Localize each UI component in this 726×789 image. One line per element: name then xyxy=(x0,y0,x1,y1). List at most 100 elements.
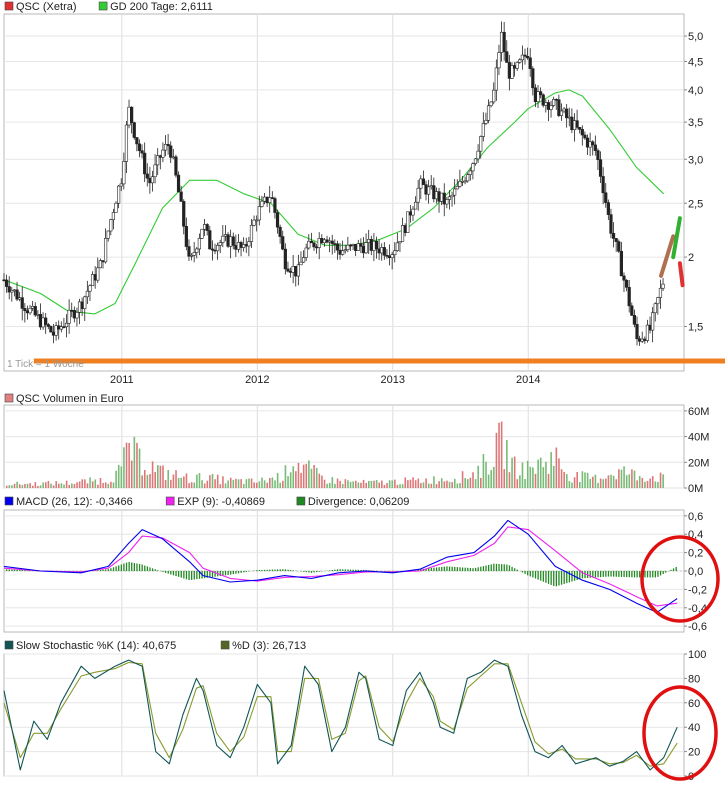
candle-body xyxy=(403,225,407,233)
candle-body xyxy=(453,188,457,196)
legend-label: EXP (9): -0,40869 xyxy=(177,496,265,508)
candle-body xyxy=(244,244,248,247)
candle-body xyxy=(596,150,600,160)
candle-body xyxy=(247,241,251,247)
candle-body xyxy=(314,246,319,249)
candle-body xyxy=(2,279,6,282)
stoch-k-line xyxy=(3,659,678,771)
candle-body xyxy=(549,105,553,110)
y-tick-label: 1,5 xyxy=(688,321,703,333)
candle-body xyxy=(57,325,61,330)
tick-note: 1 Tick = 1 Woche xyxy=(7,359,84,370)
candle-body xyxy=(122,161,126,185)
candle-body xyxy=(98,260,102,269)
candle-body xyxy=(473,158,478,164)
candle-body xyxy=(460,180,465,183)
candle-body xyxy=(252,219,256,226)
candle-body xyxy=(341,250,345,255)
candle-body xyxy=(656,297,660,305)
candle-body xyxy=(176,174,181,193)
candle-body xyxy=(51,331,56,336)
candle-body xyxy=(348,244,353,247)
candle-body xyxy=(304,247,308,258)
candle-body xyxy=(187,246,191,257)
candle-body xyxy=(408,211,412,216)
legend-label: GD 200 Tage: 2,6111 xyxy=(110,1,213,13)
candle-body xyxy=(354,244,358,251)
candle-body xyxy=(96,267,100,281)
candle-body xyxy=(546,102,551,110)
candle-body xyxy=(135,137,139,145)
candle-body xyxy=(200,228,204,239)
candle-body xyxy=(445,199,449,205)
candle-body xyxy=(210,248,214,251)
candle-body xyxy=(351,244,355,246)
y-tick-label: 0,2 xyxy=(688,548,703,560)
candle-body xyxy=(515,62,519,69)
candle-body xyxy=(195,248,199,253)
candle-body xyxy=(622,275,626,281)
candle-body xyxy=(476,150,480,160)
candle-body xyxy=(585,137,590,148)
y-tick-label: 20 xyxy=(688,747,700,759)
candle-body xyxy=(591,141,595,146)
candle-body xyxy=(385,254,389,257)
legend-label: QSC (Xetra) xyxy=(16,1,77,13)
candle-body xyxy=(103,237,108,263)
candle-body xyxy=(557,99,561,116)
candle-body xyxy=(229,236,233,247)
candle-body xyxy=(20,297,24,309)
candle-body xyxy=(283,248,287,270)
candle-body xyxy=(463,180,467,183)
candle-body xyxy=(429,185,433,188)
y-tick-label: 40 xyxy=(688,722,700,734)
candle-body xyxy=(583,134,587,139)
stoch-d-line xyxy=(3,661,678,767)
candle-body xyxy=(413,201,418,210)
y-tick-label: 20M xyxy=(688,457,709,469)
candle-body xyxy=(299,261,303,266)
candle-body xyxy=(393,250,397,255)
y-tick-label: 0M xyxy=(688,483,703,495)
candle-body xyxy=(471,163,475,172)
candle-body xyxy=(421,178,425,185)
y-tick-label: -0,2 xyxy=(688,584,707,596)
candle-body xyxy=(606,202,610,215)
candle-body xyxy=(41,317,45,328)
candle-body xyxy=(294,266,298,277)
candle-body xyxy=(492,89,496,103)
candle-body xyxy=(481,123,485,137)
candle-body xyxy=(312,242,316,248)
candle-body xyxy=(301,257,306,263)
candle-body xyxy=(10,289,14,293)
candle-body xyxy=(466,174,470,182)
candle-body xyxy=(67,309,71,324)
candle-body xyxy=(604,192,608,203)
candle-body xyxy=(80,301,84,310)
y-tick-label: 4,5 xyxy=(688,56,703,68)
candle-body xyxy=(197,238,201,250)
candle-body xyxy=(390,254,394,259)
candle-body xyxy=(512,65,517,69)
legend-swatch xyxy=(165,496,175,506)
candle-body xyxy=(213,249,217,252)
candle-body xyxy=(645,324,650,341)
candle-body xyxy=(617,241,621,252)
candle-body xyxy=(447,196,452,200)
candle-body xyxy=(221,235,225,243)
candle-body xyxy=(85,290,89,298)
candle-body xyxy=(382,247,386,256)
candle-body xyxy=(158,155,162,158)
x-tick-label: 2011 xyxy=(110,374,134,386)
legend-label: QSC Volumen in Euro xyxy=(16,393,124,405)
candle-body xyxy=(505,51,509,63)
candle-body xyxy=(70,309,74,312)
candle-body xyxy=(619,250,623,277)
candle-body xyxy=(398,241,402,244)
annotation-arrow xyxy=(677,261,685,288)
candle-body xyxy=(601,176,605,194)
candle-body xyxy=(400,225,405,242)
candle-body xyxy=(497,52,501,69)
candle-body xyxy=(127,106,131,126)
